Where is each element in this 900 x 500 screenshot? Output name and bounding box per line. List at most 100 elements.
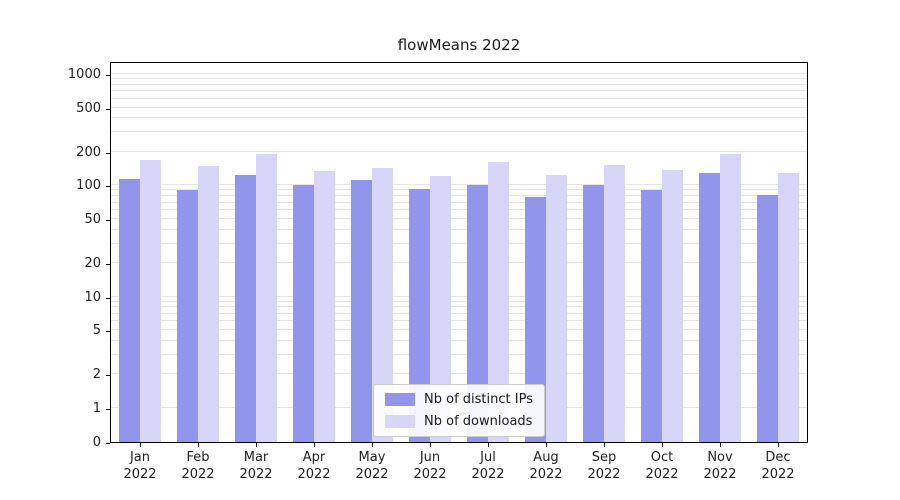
legend-label: Nb of distinct IPs — [424, 392, 533, 407]
xtick-mark — [604, 443, 605, 447]
gridline — [111, 84, 807, 85]
xtick-label: Jan 2022 — [123, 450, 157, 482]
ytick-mark — [106, 186, 110, 187]
ytick-mark — [106, 443, 110, 444]
legend-swatch — [385, 415, 416, 428]
ytick-label: 1 — [92, 401, 101, 416]
xtick-label: Nov 2022 — [703, 450, 737, 482]
gridline — [111, 90, 807, 91]
ytick-label: 1000 — [67, 67, 101, 82]
legend: Nb of distinct IPs Nb of downloads — [373, 384, 545, 437]
ytick-mark — [106, 331, 110, 332]
xtick-label: Sep 2022 — [587, 450, 621, 482]
bar-nov-s0 — [699, 173, 720, 442]
gridline — [111, 229, 807, 230]
gridline — [111, 98, 807, 99]
gridline — [111, 218, 807, 219]
gridline — [111, 262, 807, 263]
bar-mar-s0 — [235, 175, 256, 442]
bar-dec-s1 — [778, 173, 799, 442]
xtick-mark — [546, 443, 547, 447]
ytick-mark — [106, 153, 110, 154]
bar-aug-s0 — [525, 197, 546, 442]
gridline — [111, 73, 807, 74]
ytick-label: 200 — [76, 145, 101, 160]
gridline — [111, 313, 807, 314]
bar-jul-s1 — [488, 162, 509, 442]
xtick-mark — [778, 443, 779, 447]
ytick-mark — [106, 75, 110, 76]
legend-row: Nb of distinct IPs — [385, 392, 533, 407]
xtick-label: May 2022 — [355, 450, 389, 482]
bar-jun-s0 — [409, 189, 430, 442]
legend-label: Nb of downloads — [424, 414, 533, 429]
xtick-label: Oct 2022 — [645, 450, 679, 482]
xtick-mark — [430, 443, 431, 447]
gridline — [111, 78, 807, 79]
gridline — [111, 296, 807, 297]
gridline — [111, 202, 807, 203]
bar-aug-s1 — [546, 175, 567, 442]
ytick-label: 20 — [84, 256, 101, 271]
gridline — [111, 184, 807, 185]
ytick-mark — [106, 109, 110, 110]
bar-jun-s1 — [430, 176, 451, 442]
ytick-label: 10 — [84, 290, 101, 305]
xtick-mark — [198, 443, 199, 447]
xtick-label: Mar 2022 — [239, 450, 273, 482]
ytick-mark — [106, 409, 110, 410]
bar-sep-s1 — [604, 165, 625, 442]
bar-nov-s1 — [720, 154, 741, 442]
gridline — [111, 189, 807, 190]
gridline — [111, 301, 807, 302]
ytick-label: 50 — [84, 212, 101, 227]
bar-sep-s0 — [583, 185, 604, 442]
bar-feb-s1 — [198, 166, 219, 442]
xtick-label: Jul 2022 — [471, 450, 505, 482]
gridline — [111, 243, 807, 244]
bar-dec-s0 — [757, 195, 778, 442]
bar-may-s0 — [351, 180, 372, 442]
ytick-mark — [106, 298, 110, 299]
ytick-mark — [106, 264, 110, 265]
gridline — [111, 354, 807, 355]
bar-may-s1 — [372, 168, 393, 442]
ytick-label: 100 — [76, 178, 101, 193]
gridline — [111, 373, 807, 374]
ytick-label: 5 — [92, 323, 101, 338]
xtick-mark — [372, 443, 373, 447]
gridline — [111, 209, 807, 210]
gridline — [111, 151, 807, 152]
gridline — [111, 306, 807, 307]
ytick-label: 500 — [76, 101, 101, 116]
xtick-mark — [488, 443, 489, 447]
legend-swatch — [385, 393, 416, 406]
bar-oct-s1 — [662, 170, 683, 442]
ytick-mark — [106, 375, 110, 376]
bar-apr-s1 — [314, 171, 335, 442]
xtick-label: Feb 2022 — [181, 450, 215, 482]
gridline — [111, 329, 807, 330]
xtick-mark — [256, 443, 257, 447]
xtick-label: Jun 2022 — [413, 450, 447, 482]
bar-apr-s0 — [293, 185, 314, 442]
xtick-mark — [720, 443, 721, 447]
legend-row: Nb of downloads — [385, 414, 533, 429]
bar-feb-s0 — [177, 190, 198, 442]
bar-jul-s0 — [467, 185, 488, 442]
xtick-label: Dec 2022 — [761, 450, 795, 482]
xtick-label: Apr 2022 — [297, 450, 331, 482]
bar-mar-s1 — [256, 154, 277, 442]
xtick-mark — [140, 443, 141, 447]
ytick-mark — [106, 220, 110, 221]
gridline — [111, 131, 807, 132]
xtick-mark — [662, 443, 663, 447]
plot-area: Nb of distinct IPs Nb of downloads — [110, 62, 808, 443]
xtick-label: Aug 2022 — [529, 450, 563, 482]
gridline — [111, 320, 807, 321]
bar-jan-s0 — [119, 179, 140, 442]
gridline — [111, 195, 807, 196]
xtick-mark — [314, 443, 315, 447]
bar-jan-s1 — [140, 160, 161, 442]
